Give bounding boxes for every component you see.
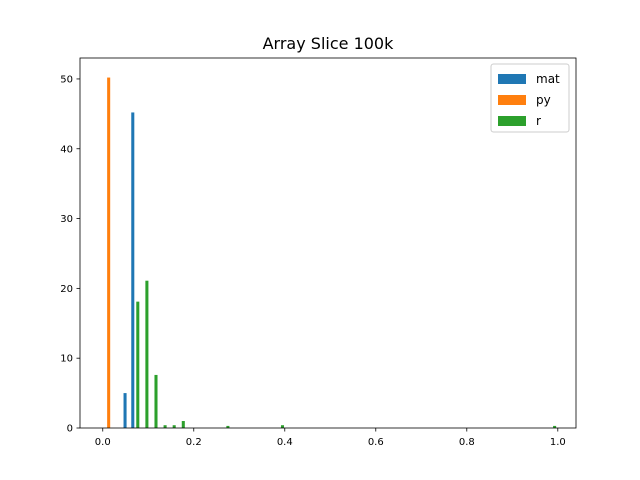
bar-r-2 bbox=[154, 374, 158, 428]
bar-mat-1 bbox=[131, 112, 135, 428]
bar-r-8 bbox=[553, 425, 557, 428]
legend-label-r: r bbox=[536, 114, 541, 128]
y-tick-label: 50 bbox=[60, 74, 73, 85]
x-tick-label: 0.4 bbox=[277, 437, 293, 448]
bars-layer bbox=[107, 77, 557, 429]
x-tick-label: 0.2 bbox=[186, 437, 202, 448]
bar-mat-0 bbox=[123, 393, 127, 428]
legend-swatch-mat bbox=[498, 74, 526, 84]
bar-r-5 bbox=[181, 421, 185, 428]
bar-r-1 bbox=[145, 280, 149, 428]
bar-r-7 bbox=[280, 425, 285, 428]
y-tick-label: 40 bbox=[60, 144, 73, 155]
bar-r-6 bbox=[226, 425, 230, 428]
x-tick-label: 0.0 bbox=[95, 437, 111, 448]
chart-title: Array Slice 100k bbox=[263, 34, 394, 53]
y-tick-label: 20 bbox=[60, 284, 73, 295]
y-tick-label: 0 bbox=[67, 424, 73, 435]
legend-swatch-r bbox=[498, 116, 526, 126]
x-tick-label: 0.8 bbox=[459, 437, 475, 448]
legend: mat py r bbox=[490, 63, 570, 133]
y-tick-label: 30 bbox=[60, 214, 73, 225]
axes-layer: 0.0 0.2 0.4 0.6 0.8 1.0 0 10 20 30 40 50 bbox=[60, 57, 577, 448]
bar-py-0 bbox=[107, 77, 111, 429]
bar-r-4 bbox=[172, 425, 176, 428]
legend-label-mat: mat bbox=[536, 72, 560, 86]
bar-r-3 bbox=[163, 425, 167, 428]
x-tick-label: 0.6 bbox=[368, 437, 384, 448]
axes-frame bbox=[79, 57, 577, 429]
legend-label-py: py bbox=[536, 93, 551, 107]
y-tick-label: 10 bbox=[60, 354, 73, 365]
x-tick-label: 1.0 bbox=[550, 437, 566, 448]
bar-r-0 bbox=[136, 301, 140, 428]
legend-swatch-py bbox=[498, 95, 526, 105]
